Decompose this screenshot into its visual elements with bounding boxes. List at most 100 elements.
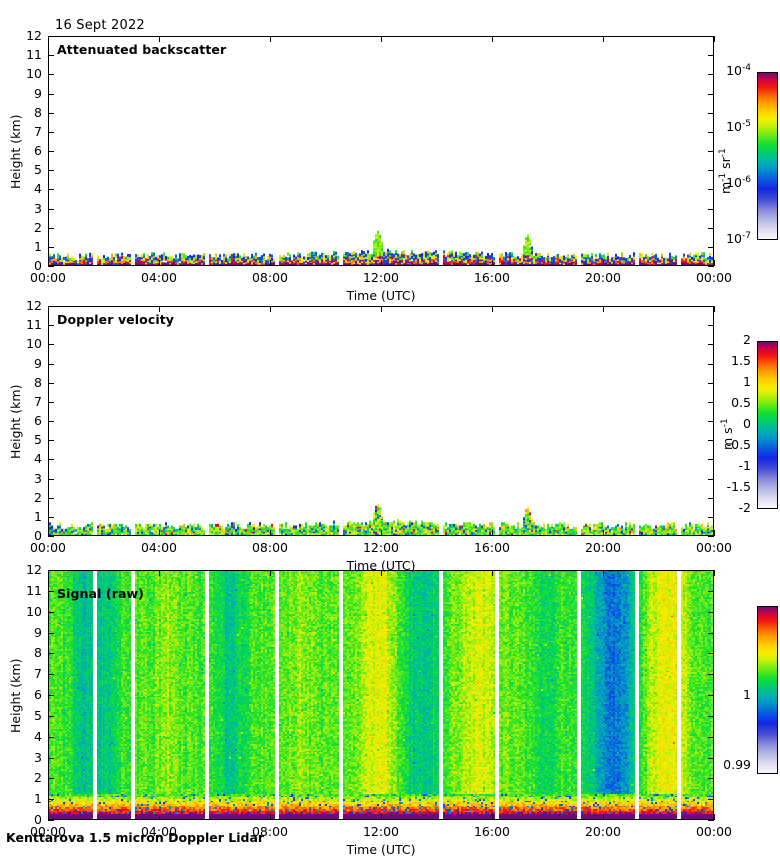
panel-attenuated-backscatter — [48, 36, 714, 266]
x-tick-1-2 — [270, 530, 271, 536]
y-tick-0-7 — [48, 132, 54, 133]
y-tick-label-1-12: 12 — [26, 298, 42, 313]
colorbar-tick-0-1: 10-5 — [726, 118, 751, 134]
y-tick-2-4 — [48, 737, 54, 738]
x-tick-label-1-6: 00:00 — [695, 540, 733, 555]
y-tick-right-2-2 — [708, 778, 714, 779]
y-tick-right-2-12 — [708, 570, 714, 571]
y-tick-right-0-11 — [708, 55, 714, 56]
y-tick-0-2 — [48, 228, 54, 229]
y-tick-right-0-9 — [708, 94, 714, 95]
y-tick-0-4 — [48, 189, 54, 190]
y-tick-0-5 — [48, 170, 54, 171]
colorbar-tick-1-6: -1 — [738, 458, 751, 473]
y-tick-label-2-9: 9 — [34, 625, 42, 640]
x-tick-top-2-2 — [270, 570, 271, 576]
panel-title-signal-raw: Signal (raw) — [57, 586, 144, 601]
y-tick-label-2-12: 12 — [26, 562, 42, 577]
x-tick-top-2-6 — [714, 570, 715, 576]
y-tick-0-3 — [48, 209, 54, 210]
x-tick-2-2 — [270, 814, 271, 820]
y-tick-label-0-6: 6 — [34, 143, 42, 158]
y-axis-title-0: Height (km) — [8, 114, 23, 189]
x-axis-title-1: Time (UTC) — [346, 558, 416, 573]
x-tick-label-1-4: 16:00 — [473, 540, 511, 555]
y-tick-label-1-5: 5 — [34, 432, 42, 447]
y-tick-0-0 — [48, 266, 54, 267]
colorbar-signal-raw — [757, 606, 778, 774]
date-label: 16 Sept 2022 — [55, 18, 145, 33]
x-tick-label-0-0: 00:00 — [29, 270, 67, 285]
colorbar-tick-2-0: 1 — [743, 686, 751, 702]
y-tick-0-8 — [48, 113, 54, 114]
colorbar-tick-2-1: 0.99 — [723, 757, 751, 773]
y-tick-2-9 — [48, 633, 54, 634]
y-tick-label-0-0: 0 — [34, 258, 42, 273]
x-tick-top-2-0 — [48, 570, 49, 576]
x-tick-1-5 — [603, 530, 604, 536]
y-tick-1-4 — [48, 459, 54, 460]
y-tick-right-1-2 — [708, 498, 714, 499]
x-tick-0-4 — [492, 260, 493, 266]
y-tick-0-11 — [48, 55, 54, 56]
y-tick-right-1-0 — [708, 536, 714, 537]
x-tick-label-0-1: 04:00 — [140, 270, 178, 285]
y-tick-2-3 — [48, 758, 54, 759]
y-tick-right-2-0 — [708, 820, 714, 821]
x-tick-label-1-1: 04:00 — [140, 540, 178, 555]
x-tick-label-0-5: 20:00 — [584, 270, 622, 285]
y-tick-0-9 — [48, 94, 54, 95]
x-tick-top-2-5 — [603, 570, 604, 576]
y-tick-label-2-2: 2 — [34, 770, 42, 785]
x-tick-top-2-1 — [159, 570, 160, 576]
y-tick-1-5 — [48, 440, 54, 441]
x-tick-top-0-2 — [270, 36, 271, 42]
y-tick-label-2-5: 5 — [34, 708, 42, 723]
y-tick-label-0-1: 1 — [34, 239, 42, 254]
y-tick-label-0-8: 8 — [34, 105, 42, 120]
y-tick-label-1-3: 3 — [34, 471, 42, 486]
x-tick-label-2-1: 04:00 — [140, 824, 178, 839]
x-tick-top-0-1 — [159, 36, 160, 42]
x-tick-label-2-4: 16:00 — [473, 824, 511, 839]
y-tick-label-0-10: 10 — [26, 66, 42, 81]
y-tick-right-1-4 — [708, 459, 714, 460]
y-tick-right-0-7 — [708, 132, 714, 133]
x-tick-label-2-6: 00:00 — [695, 824, 733, 839]
x-tick-1-1 — [159, 530, 160, 536]
x-tick-top-1-2 — [270, 306, 271, 312]
x-tick-label-1-5: 20:00 — [584, 540, 622, 555]
y-tick-2-11 — [48, 591, 54, 592]
y-tick-label-1-6: 6 — [34, 413, 42, 428]
y-tick-right-0-3 — [708, 209, 714, 210]
y-tick-label-0-3: 3 — [34, 201, 42, 216]
y-tick-2-10 — [48, 612, 54, 613]
x-tick-top-0-4 — [492, 36, 493, 42]
y-tick-right-0-12 — [708, 36, 714, 37]
x-tick-2-3 — [381, 814, 382, 820]
colorbar-tick-1-1: 1.5 — [731, 353, 751, 368]
y-tick-right-0-1 — [708, 247, 714, 248]
x-tick-label-2-5: 20:00 — [584, 824, 622, 839]
x-tick-top-0-6 — [714, 36, 715, 42]
y-tick-1-10 — [48, 344, 54, 345]
y-axis-title-1: Height (km) — [8, 384, 23, 459]
colorbar-tick-1-3: 0.5 — [731, 395, 751, 410]
y-tick-right-2-4 — [708, 737, 714, 738]
colorbar-tick-1-7: -1.5 — [726, 479, 751, 494]
y-tick-right-2-7 — [708, 674, 714, 675]
x-tick-top-1-4 — [492, 306, 493, 312]
y-tick-0-1 — [48, 247, 54, 248]
y-tick-right-0-2 — [708, 228, 714, 229]
y-tick-right-0-10 — [708, 74, 714, 75]
y-tick-label-0-9: 9 — [34, 86, 42, 101]
panel-title-doppler-velocity: Doppler velocity — [57, 312, 175, 327]
y-tick-label-2-8: 8 — [34, 645, 42, 660]
x-tick-top-2-4 — [492, 570, 493, 576]
y-tick-label-2-3: 3 — [34, 750, 42, 765]
y-tick-label-0-2: 2 — [34, 220, 42, 235]
colorbar-doppler-velocity — [757, 341, 778, 509]
y-tick-right-1-9 — [708, 364, 714, 365]
panel-signal-raw — [48, 570, 714, 820]
x-tick-0-3 — [381, 260, 382, 266]
